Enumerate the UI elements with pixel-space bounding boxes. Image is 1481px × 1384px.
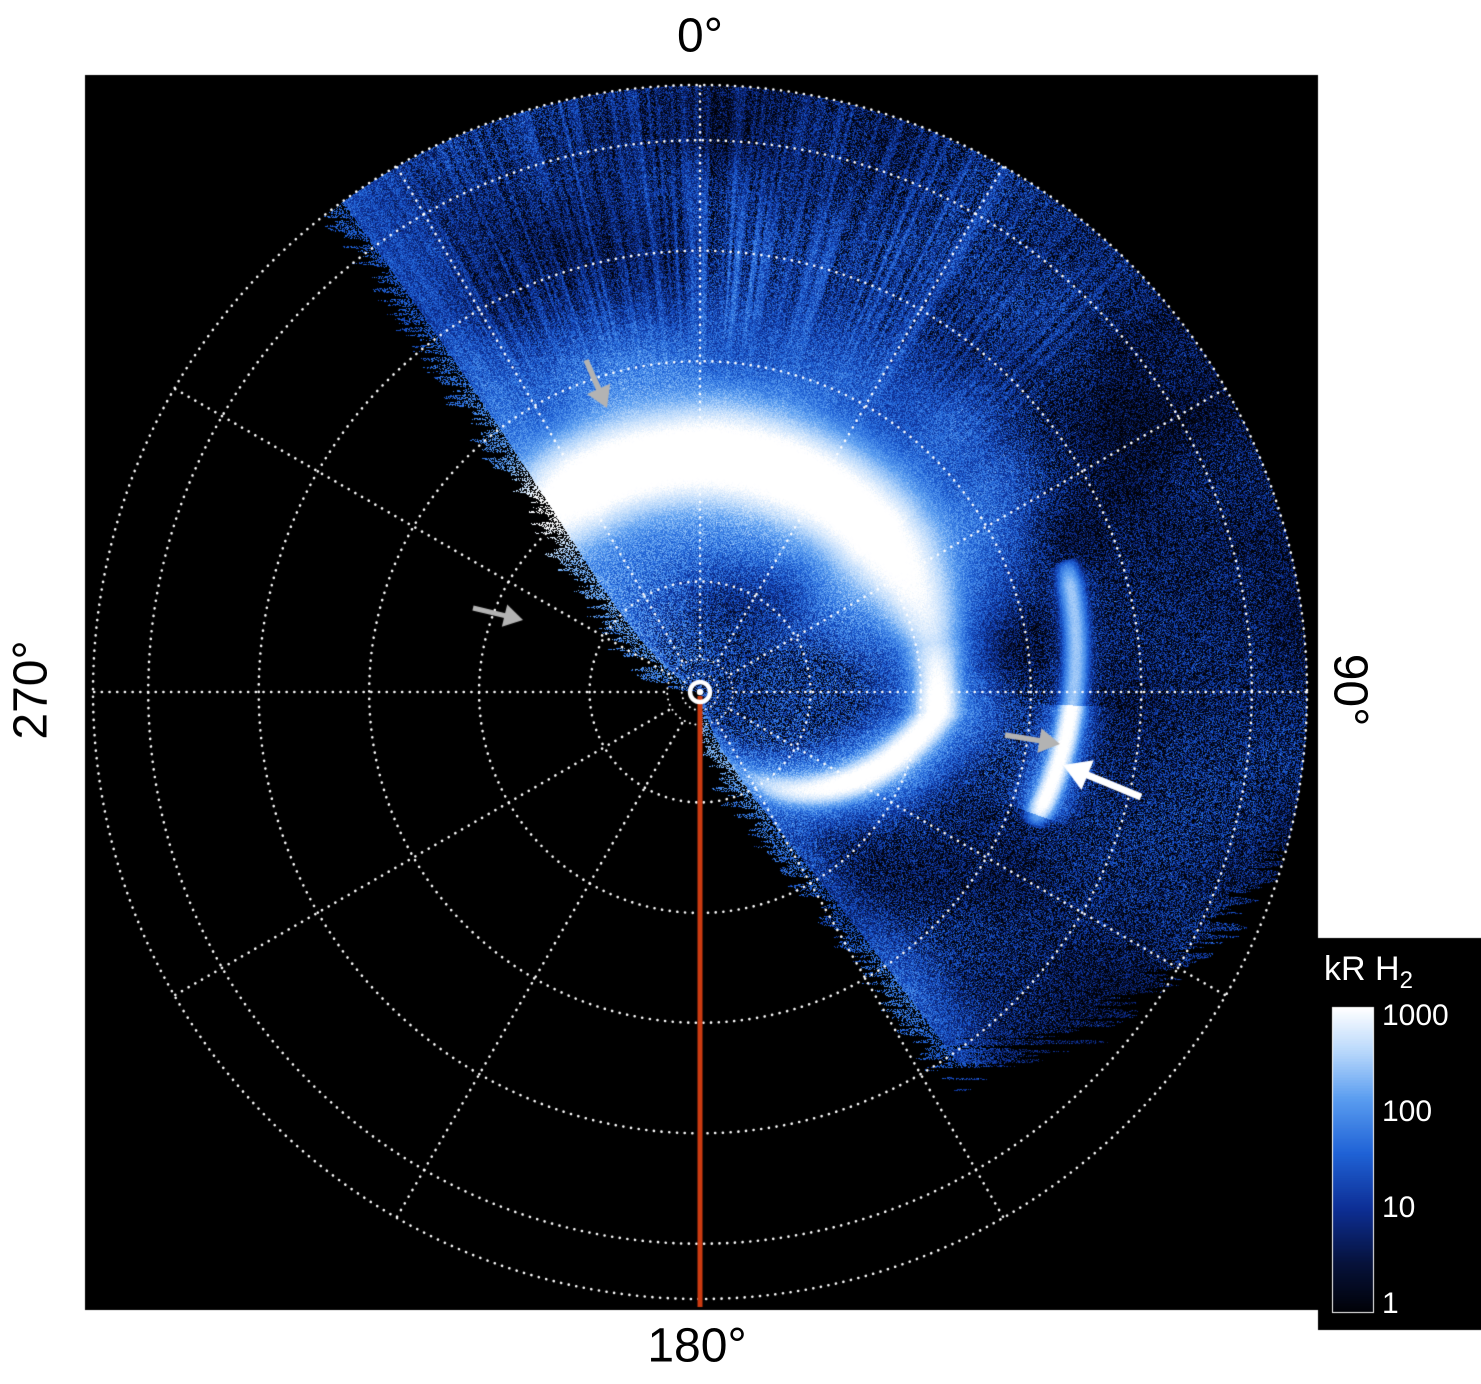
colorbar-tick-label: 1 [1382,1287,1399,1320]
axis-label-0deg: 0° [677,9,723,63]
colorbar-title: kR H2 [1324,950,1413,995]
colorbar-tick-label: 100 [1382,1095,1433,1128]
colorbar-title-main: kR H [1324,950,1400,988]
colorbar-tick-label: 10 [1382,1191,1416,1224]
axis-label-180deg: 180° [647,1319,747,1373]
axis-label-90deg: 90° [1323,653,1377,727]
colorbar-title-sub: 2 [1399,966,1413,994]
axis-label-270deg: 270° [4,640,58,740]
colorbar-tick-label: 1000 [1382,999,1449,1032]
